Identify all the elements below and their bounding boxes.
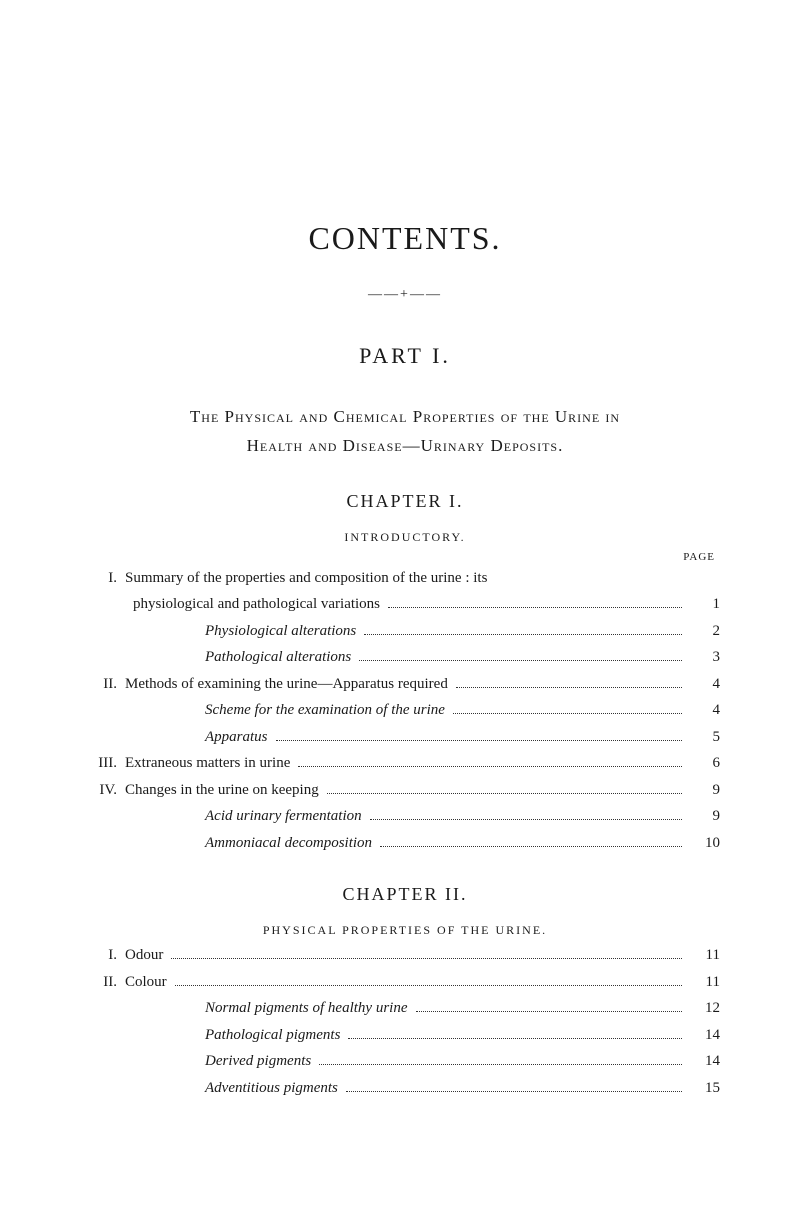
toc-page-number: 3: [690, 646, 720, 669]
toc-text: Scheme for the examination of the urine: [205, 699, 445, 722]
toc-dots: [359, 660, 682, 661]
toc-text: Colour: [125, 971, 167, 994]
toc-text: Ammoniacal decomposition: [205, 832, 372, 855]
toc-dots: [453, 713, 682, 714]
ornament-divider: ——+——: [90, 287, 720, 303]
page-title: CONTENTS.: [90, 220, 720, 257]
toc-roman: II.: [90, 673, 125, 696]
toc-page-number: 2: [690, 620, 720, 643]
toc-entry: III.Extraneous matters in urine 6: [90, 752, 720, 775]
page-label: PAGE: [90, 551, 720, 563]
toc-dots: [364, 634, 682, 635]
toc-dots: [370, 819, 682, 820]
toc-roman: IV.: [90, 779, 125, 802]
toc-page-number: 11: [690, 944, 720, 967]
toc-entry: Derived pigments 14: [90, 1050, 720, 1073]
chapter-1-heading: CHAPTER I.: [90, 491, 720, 512]
part-heading: PART I.: [90, 343, 720, 369]
toc-text: Apparatus: [205, 726, 268, 749]
toc-dots: [319, 1064, 682, 1065]
toc-text: Acid urinary fermentation: [205, 805, 362, 828]
section-title-line2: Health and Disease—Urinary Deposits.: [90, 436, 720, 456]
toc-text: Derived pigments: [205, 1050, 311, 1073]
toc-dots: [346, 1091, 682, 1092]
toc-entry: Physiological alterations 2: [90, 620, 720, 643]
toc-entry: I.Summary of the properties and composit…: [90, 567, 720, 590]
toc-dots: [171, 958, 682, 959]
chapter-2-block: CHAPTER II. PHYSICAL PROPERTIES OF THE U…: [90, 884, 720, 1099]
toc-roman: I.: [90, 567, 125, 590]
toc-roman: II.: [90, 971, 125, 994]
toc-text: physiological and pathological variation…: [133, 593, 380, 616]
toc-dots: [380, 846, 682, 847]
toc-dots: [327, 793, 682, 794]
toc-entry: I.Odour 11: [90, 944, 720, 967]
toc-text: Changes in the urine on keeping: [125, 779, 319, 802]
toc-entry: Scheme for the examination of the urine 4: [90, 699, 720, 722]
toc-text: Odour: [125, 944, 163, 967]
toc-page-number: 10: [690, 832, 720, 855]
toc-entry: Acid urinary fermentation 9: [90, 805, 720, 828]
toc-dots: [175, 985, 682, 986]
toc-entry: physiological and pathological variation…: [90, 593, 720, 616]
toc-dots: [416, 1011, 683, 1012]
section-title-line1: The Physical and Chemical Properties of …: [90, 404, 720, 430]
toc-page-number: 14: [690, 1050, 720, 1073]
toc-text: Physiological alterations: [205, 620, 356, 643]
chapter-1-subtitle: INTRODUCTORY.: [90, 530, 720, 545]
toc-text: Pathological alterations: [205, 646, 351, 669]
toc-page-number: 9: [690, 805, 720, 828]
toc-text: Pathological pigments: [205, 1024, 340, 1047]
chapter-2-subtitle: PHYSICAL PROPERTIES OF THE URINE.: [90, 923, 720, 938]
chapter-1-entries: I.Summary of the properties and composit…: [90, 567, 720, 855]
toc-page-number: 5: [690, 726, 720, 749]
toc-roman: I.: [90, 944, 125, 967]
toc-entry: Normal pigments of healthy urine 12: [90, 997, 720, 1020]
toc-page-number: 9: [690, 779, 720, 802]
toc-entry: Pathological alterations 3: [90, 646, 720, 669]
toc-entry: II.Methods of examining the urine—Appara…: [90, 673, 720, 696]
toc-text: Extraneous matters in urine: [125, 752, 290, 775]
chapter-1-block: CHAPTER I. INTRODUCTORY. PAGE I.Summary …: [90, 491, 720, 855]
toc-text: Methods of examining the urine—Apparatus…: [125, 673, 448, 696]
chapter-2-entries: I.Odour 11 II.Colour 11 Normal pigments of h…: [90, 944, 720, 1099]
toc-entry: Apparatus 5: [90, 726, 720, 749]
toc-entry: Adventitious pigments 15: [90, 1077, 720, 1100]
toc-dots: [298, 766, 682, 767]
toc-page-number: 14: [690, 1024, 720, 1047]
toc-page-number: 11: [690, 971, 720, 994]
toc-page-number: 4: [690, 699, 720, 722]
toc-page-number: 15: [690, 1077, 720, 1100]
toc-entry: Ammoniacal decomposition 10: [90, 832, 720, 855]
toc-page-number: 1: [690, 593, 720, 616]
toc-dots: [388, 607, 682, 608]
toc-dots: [348, 1038, 682, 1039]
toc-dots: [276, 740, 682, 741]
toc-roman: III.: [90, 752, 125, 775]
toc-text: Summary of the properties and compositio…: [125, 567, 487, 590]
toc-text: Adventitious pigments: [205, 1077, 338, 1100]
toc-page-number: 6: [690, 752, 720, 775]
toc-entry: IV.Changes in the urine on keeping 9: [90, 779, 720, 802]
toc-text: Normal pigments of healthy urine: [205, 997, 408, 1020]
toc-entry: II.Colour 11: [90, 971, 720, 994]
toc-entry: Pathological pigments 14: [90, 1024, 720, 1047]
chapter-2-heading: CHAPTER II.: [90, 884, 720, 905]
toc-page-number: 4: [690, 673, 720, 696]
toc-page-number: 12: [690, 997, 720, 1020]
toc-dots: [456, 687, 682, 688]
